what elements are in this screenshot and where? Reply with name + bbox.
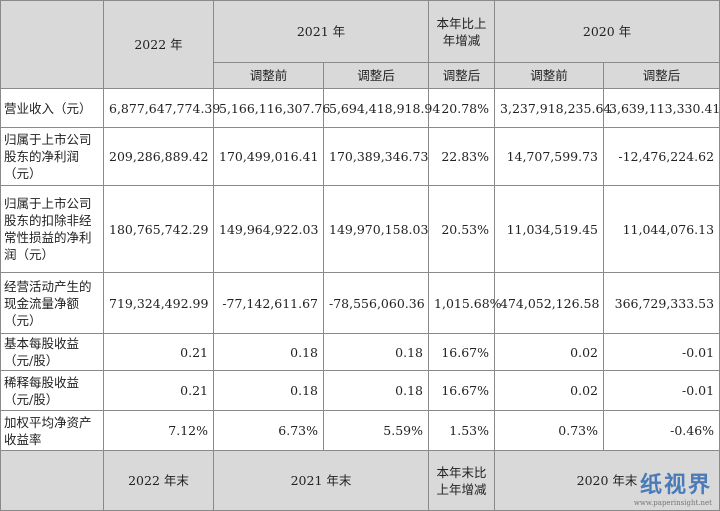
cell: 366,729,333.53: [603, 272, 720, 334]
cell: -0.01: [603, 333, 720, 371]
cell: 本年比上年增减: [428, 0, 496, 63]
cell: 0.02: [494, 370, 605, 411]
header-row: 2022 年 2021 年本年比上年增减 2020 年: [0, 0, 720, 89]
cell: 0.21: [103, 333, 214, 371]
footer-header-row: 2022 年末 2021 年末 本年末比上年增减 2020 年末: [0, 450, 720, 511]
cell: 归属于上市公司股东的扣除非经常性损益的净利润（元）: [0, 185, 104, 273]
cell: 调整后: [428, 62, 496, 89]
cell: 474,052,126.58: [494, 272, 605, 334]
cell: 归属于上市公司股东的净利润（元）: [0, 127, 104, 186]
empty-cell: [0, 0, 104, 89]
cell: 加权平均净资产收益率: [0, 410, 104, 451]
cell: 180,765,742.29: [103, 185, 214, 273]
cell: -12,476,224.62: [603, 127, 720, 186]
data-row: 营业收入（元） 6,877,647,774.39 5,166,116,307.76 5…: [0, 88, 720, 128]
cell: 11,034,519.45: [494, 185, 605, 273]
cell: 调整后: [322, 62, 430, 89]
cell: 719,324,492.99: [103, 272, 214, 334]
cell: 3,237,918,235.64: [494, 88, 611, 128]
cell: 0.02: [494, 333, 605, 371]
data-row: 经营活动产生的现金流量净额（元） 719,324,492.99 -77,142,61…: [0, 272, 720, 334]
cell: 0.18: [322, 370, 430, 411]
cell: 170,389,346.73: [322, 127, 430, 186]
empty-cell: [0, 450, 104, 511]
data-row: 归属于上市公司股东的扣除非经常性损益的净利润（元） 180,765,742.29 1…: [0, 185, 720, 273]
cell: 209,286,889.42: [103, 127, 214, 186]
cell: 22.83%: [428, 127, 496, 186]
cell: 1.53%: [428, 410, 496, 451]
cell: 6,877,647,774.39: [103, 88, 220, 128]
cell: 16.67%: [428, 333, 496, 371]
cell: 6.73%: [213, 410, 324, 451]
cell: 稀释每股收益（元/股）: [0, 370, 104, 411]
cell: 调整前: [494, 62, 605, 89]
cell: -78,556,060.36: [322, 272, 430, 334]
cell: -0.46%: [603, 410, 720, 451]
cell: 2020 年末: [494, 450, 720, 511]
cell: 0.18: [213, 370, 324, 411]
cell: 0.18: [322, 333, 430, 371]
cell: 基本每股收益（元/股）: [0, 333, 104, 371]
cell: 5,694,418,918.94: [322, 88, 440, 128]
cell: -77,142,611.67: [213, 272, 324, 334]
cell: 本年末比上年增减: [428, 450, 496, 511]
cell: 1,015.68%: [428, 272, 502, 334]
cell: -0.01: [603, 370, 720, 411]
cell: 0.18: [213, 333, 324, 371]
cell: 20.53%: [428, 185, 496, 273]
cell: 11,044,076.13: [603, 185, 720, 273]
cell: 营业收入（元）: [0, 88, 104, 128]
cell: 经营活动产生的现金流量净额（元）: [0, 272, 104, 334]
watermark: 纸视界 www.paperinsight.net: [634, 467, 712, 507]
cell: 0.21: [103, 370, 214, 411]
data-row: 稀释每股收益（元/股） 0.21 0.18 0.18 16.67% 0.02 -0.01: [0, 370, 720, 411]
cell: 0.73%: [494, 410, 605, 451]
cell: 149,964,922.03: [213, 185, 324, 273]
cell: 14,707,599.73: [494, 127, 605, 186]
cell: 调整前: [213, 62, 324, 89]
cell: 5.59%: [322, 410, 430, 451]
subheader-row: 调整前 调整后 调整后 调整前 调整后: [1, 62, 720, 89]
cell: 2022 年: [103, 0, 214, 89]
cell: 5,166,116,307.76: [213, 88, 330, 128]
cell: 7.12%: [103, 410, 214, 451]
cell: 调整后: [603, 62, 720, 89]
data-row: 归属于上市公司股东的净利润（元） 209,286,889.42 170,499,01…: [0, 127, 720, 186]
data-row: 基本每股收益（元/股） 0.21 0.18 0.18 16.67% 0.02 -0.01: [0, 333, 720, 371]
cell: 3,639,113,330.41: [603, 88, 720, 128]
watermark-brand: 纸视界: [639, 472, 712, 498]
watermark-url: www.paperinsight.net: [633, 499, 712, 507]
cell: 149,970,158.03: [322, 185, 430, 273]
cell: 2020 年: [494, 0, 720, 63]
data-row: 加权平均净资产收益率 7.12% 6.73% 5.59% 1.53% 0.73% -0.46…: [0, 410, 720, 451]
cell: 2022 年末: [103, 450, 214, 511]
cell: 170,499,016.41: [213, 127, 324, 186]
cell: 16.67%: [428, 370, 496, 411]
cell: 2021 年末: [212, 450, 430, 511]
cell: 2021 年: [212, 0, 430, 63]
